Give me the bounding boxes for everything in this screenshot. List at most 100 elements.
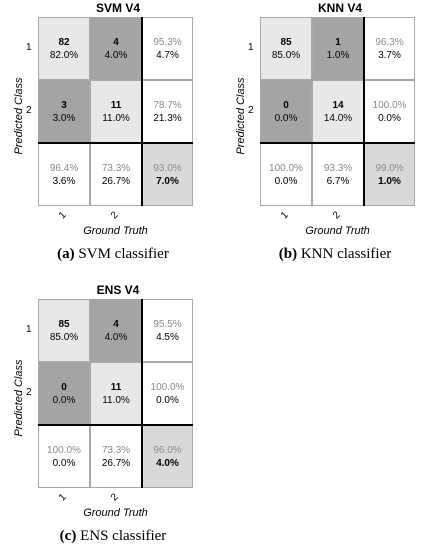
cell-percent: 4.7% bbox=[156, 49, 179, 61]
matrix-cell: 4 4.0% bbox=[90, 17, 142, 80]
cell-percent: 0.0% bbox=[52, 457, 76, 469]
cell-percent: 11.0% bbox=[102, 112, 130, 124]
matrix-grid: 85 85.0% 4 4.0% 95.5% 4.5% 0 0.0% 11 11.0% 100.0% 0… bbox=[38, 299, 193, 488]
y-tick-label: 2 bbox=[26, 386, 32, 398]
cell-value: 14 bbox=[332, 99, 344, 111]
cell-percent: 4.0% bbox=[156, 457, 179, 469]
cell-value: 85 bbox=[280, 36, 292, 48]
column-summary-cell: 96.4% 3.6% bbox=[38, 143, 90, 206]
cell-value: 73.3% bbox=[101, 162, 131, 174]
overall-accuracy-cell: 96.0% 4.0% bbox=[142, 425, 193, 488]
cell-percent: 85.0% bbox=[49, 331, 79, 343]
matrix-grid: 85 85.0% 1 1.0% 96.3% 3.7% 0 0.0% 14 14.0% 100.0% 0… bbox=[260, 17, 415, 206]
cell-percent: 11.0% bbox=[102, 394, 130, 406]
column-summary-cell: 100.0% 0.0% bbox=[260, 143, 312, 206]
summary-divider-horizontal bbox=[260, 142, 415, 144]
cell-value: 96.3% bbox=[375, 36, 404, 48]
y-tick-label: 1 bbox=[26, 323, 32, 335]
cell-percent: 0.0% bbox=[378, 112, 401, 124]
matrix-cell: 0 0.0% bbox=[38, 362, 90, 425]
y-axis-label: Predicted Class bbox=[13, 77, 25, 155]
cell-value: 1 bbox=[335, 36, 341, 48]
y-tick-label: 2 bbox=[248, 104, 254, 116]
cell-value: 85 bbox=[58, 318, 70, 330]
cell-percent: 1.0% bbox=[378, 175, 401, 187]
cell-percent: 26.7% bbox=[101, 175, 131, 187]
cell-value: 93.0% bbox=[153, 162, 182, 174]
column-summary-cell: 73.3% 26.7% bbox=[90, 425, 142, 488]
cell-value: 0 bbox=[283, 99, 289, 111]
row-summary-cell: 100.0% 0.0% bbox=[142, 362, 193, 425]
matrix-cell: 11 11.0% bbox=[90, 362, 142, 425]
cell-value: 100.0% bbox=[269, 162, 303, 174]
cell-percent: 26.7% bbox=[101, 457, 131, 469]
cell-value: 100.0% bbox=[47, 444, 81, 456]
summary-divider-horizontal bbox=[38, 142, 193, 144]
summary-divider-vertical bbox=[141, 17, 143, 206]
cell-value: 95.3% bbox=[153, 36, 182, 48]
cell-percent: 21.3% bbox=[153, 112, 182, 124]
x-axis-label: Ground Truth bbox=[83, 507, 148, 519]
matrix-cell: 85 85.0% bbox=[260, 17, 312, 80]
summary-divider-vertical bbox=[363, 17, 365, 206]
matrix-cell: 82 82.0% bbox=[38, 17, 90, 80]
panel-caption: (b) KNN classifier bbox=[222, 246, 446, 263]
cell-percent: 82.0% bbox=[49, 49, 79, 61]
cell-value: 73.3% bbox=[101, 444, 131, 456]
x-tick-label: 1 bbox=[56, 209, 69, 222]
x-tick-label: 2 bbox=[108, 491, 121, 504]
cell-percent: 1.0% bbox=[326, 49, 350, 61]
matrix-cell: 4 4.0% bbox=[90, 299, 142, 362]
cell-percent: 14.0% bbox=[323, 112, 353, 124]
x-axis-label: Ground Truth bbox=[83, 225, 148, 237]
cell-value: 4 bbox=[113, 318, 119, 330]
cell-percent: 4.5% bbox=[156, 331, 179, 343]
cell-value: 96.4% bbox=[49, 162, 79, 174]
overall-accuracy-cell: 93.0% 7.0% bbox=[142, 143, 193, 206]
matrix-cell: 14 14.0% bbox=[312, 80, 364, 143]
cell-percent: 4.0% bbox=[104, 49, 128, 61]
column-summary-cell: 73.3% 26.7% bbox=[90, 143, 142, 206]
knn-confusion-matrix: KNN V4 85 85.0% 1 1.0% 96.3% 3.7% 0 0.0% 14 14.0% 1… bbox=[222, 0, 422, 265]
row-summary-cell: 95.3% 4.7% bbox=[142, 17, 193, 80]
cell-percent: 3.0% bbox=[52, 112, 76, 124]
caption-text: SVM classifier bbox=[74, 246, 169, 262]
column-summary-cell: 93.3% 6.7% bbox=[312, 143, 364, 206]
cell-value: 95.5% bbox=[153, 318, 182, 330]
cell-value: 93.3% bbox=[323, 162, 353, 174]
cell-value: 99.0% bbox=[375, 162, 404, 174]
row-summary-cell: 95.5% 4.5% bbox=[142, 299, 193, 362]
cell-value: 100.0% bbox=[150, 381, 185, 393]
cell-percent: 3.7% bbox=[378, 49, 401, 61]
x-tick-label: 1 bbox=[278, 209, 291, 222]
cell-value: 82 bbox=[58, 36, 70, 48]
cell-percent: 6.7% bbox=[326, 175, 350, 187]
ens-confusion-matrix: ENS V4 85 85.0% 4 4.0% 95.5% 4.5% 0 0.0% 11 11.0% 1… bbox=[0, 282, 200, 547]
cell-value: 11 bbox=[110, 381, 122, 393]
y-tick-label: 1 bbox=[26, 41, 32, 53]
x-axis-label: Ground Truth bbox=[305, 225, 370, 237]
row-summary-cell: 78.7% 21.3% bbox=[142, 80, 193, 143]
y-tick-label: 1 bbox=[248, 41, 254, 53]
x-tick-label: 2 bbox=[330, 209, 343, 222]
caption-text: KNN classifier bbox=[297, 246, 392, 262]
cell-percent: 85.0% bbox=[271, 49, 301, 61]
chart-title: ENS V4 bbox=[96, 283, 140, 297]
cell-percent: 0.0% bbox=[156, 394, 179, 406]
caption-text: ENS classifier bbox=[76, 528, 167, 544]
column-summary-cell: 100.0% 0.0% bbox=[38, 425, 90, 488]
cell-value: 0 bbox=[61, 381, 67, 393]
cell-percent: 4.0% bbox=[104, 331, 128, 343]
matrix-cell: 0 0.0% bbox=[260, 80, 312, 143]
summary-divider-horizontal bbox=[38, 424, 193, 426]
matrix-cell: 3 3.0% bbox=[38, 80, 90, 143]
cell-percent: 0.0% bbox=[274, 112, 298, 124]
x-tick-label: 2 bbox=[108, 209, 121, 222]
panel-caption: (a) SVM classifier bbox=[0, 246, 226, 263]
y-axis-label: Predicted Class bbox=[13, 359, 25, 437]
row-summary-cell: 100.0% 0.0% bbox=[364, 80, 415, 143]
cell-value: 4 bbox=[113, 36, 119, 48]
svm-confusion-matrix: SVM V4 82 82.0% 4 4.0% 95.3% 4.7% 3 3.0% 11 11.0% 7… bbox=[0, 0, 200, 265]
cell-percent: 3.6% bbox=[52, 175, 76, 187]
row-summary-cell: 96.3% 3.7% bbox=[364, 17, 415, 80]
